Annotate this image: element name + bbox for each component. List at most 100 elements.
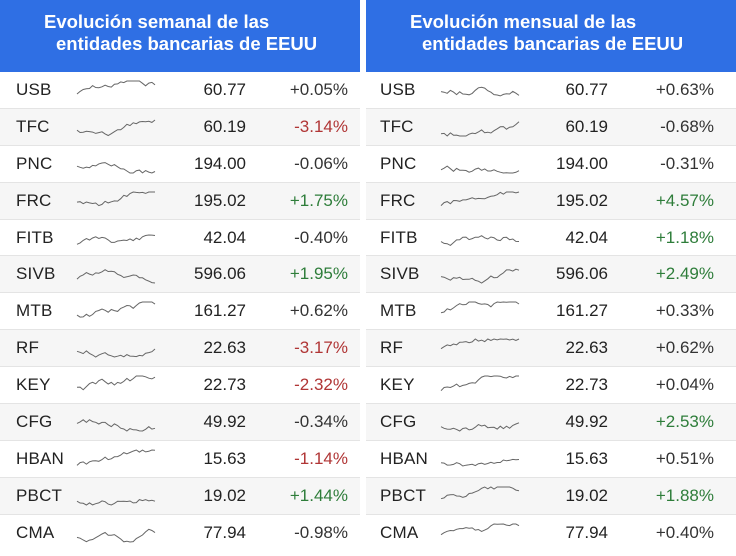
table-row: PBCT 19.02 +1.44% xyxy=(0,477,360,515)
table-row: CFG 49.92 -0.34% xyxy=(0,404,360,441)
weekly-panel: Evolución semanal de las entidades banca… xyxy=(0,0,360,556)
weekly-header: Evolución semanal de las entidades banca… xyxy=(0,0,360,72)
table-row: FRC 195.02 +4.57% xyxy=(366,182,736,220)
price-value: 195.02 xyxy=(194,190,246,210)
sparkline xyxy=(76,269,156,284)
ticker-label: TFC xyxy=(380,116,414,136)
price-value: 15.63 xyxy=(203,448,246,468)
ticker-label: USB xyxy=(380,80,416,99)
change-value: -1.14% xyxy=(294,448,348,468)
change-value: -0.34% xyxy=(294,412,348,432)
change-value: -0.98% xyxy=(294,522,348,542)
sparkline xyxy=(76,498,156,506)
price-value: 60.19 xyxy=(203,116,246,136)
price-value: 60.77 xyxy=(565,80,608,99)
table-row: CMA 77.94 -0.98% xyxy=(0,515,360,552)
ticker-label: KEY xyxy=(16,375,51,395)
table-row: USB 60.77 +0.05% xyxy=(0,72,360,109)
table-row: HBAN 15.63 +0.51% xyxy=(366,441,736,478)
sparkline-path xyxy=(440,301,520,314)
ticker-label: SIVB xyxy=(380,264,420,284)
sparkline-path xyxy=(440,269,520,285)
change-value: +0.05% xyxy=(289,80,348,99)
sparkline xyxy=(440,86,520,97)
price-value: 42.04 xyxy=(565,227,608,247)
sparkline xyxy=(76,191,155,206)
change-value: +0.33% xyxy=(655,301,714,321)
price-value: 19.02 xyxy=(203,485,246,505)
price-value: 596.06 xyxy=(556,264,608,284)
sparkline xyxy=(76,375,156,391)
change-value: -2.32% xyxy=(294,375,348,395)
sparkline-path xyxy=(76,301,156,318)
sparkline xyxy=(440,375,519,392)
ticker-label: FITB xyxy=(16,227,54,247)
change-value: +0.04% xyxy=(655,375,714,395)
ticker-label: PBCT xyxy=(16,485,63,505)
table-row: FITB 42.04 -0.40% xyxy=(0,220,360,257)
sparkline-path xyxy=(76,234,156,245)
ticker-label: HBAN xyxy=(16,448,65,468)
price-value: 22.73 xyxy=(565,375,608,395)
change-value: +1.18% xyxy=(655,227,714,247)
sparkline-path xyxy=(76,498,156,506)
change-value: +0.62% xyxy=(655,338,714,358)
table-row: KEY 22.73 +0.04% xyxy=(366,367,736,405)
sparkline xyxy=(76,419,156,432)
sparkline xyxy=(76,80,156,95)
table-row: TFC 60.19 -3.14% xyxy=(0,108,360,146)
ticker-label: FITB xyxy=(380,227,418,247)
sparkline xyxy=(440,458,520,467)
sparkline-path xyxy=(440,375,519,392)
ticker-label: HBAN xyxy=(380,448,429,468)
price-value: 161.27 xyxy=(556,301,608,321)
ticker-label: PBCT xyxy=(380,485,427,505)
table-row: PBCT 19.02 +1.88% xyxy=(366,477,736,515)
sparkline-path xyxy=(440,191,520,206)
ticker-label: KEY xyxy=(380,375,415,395)
sparkline-path xyxy=(76,348,156,358)
change-value: +1.88% xyxy=(655,485,714,505)
ticker-label: CMA xyxy=(380,522,419,542)
ticker-label: CMA xyxy=(16,522,55,542)
price-value: 60.19 xyxy=(565,116,608,136)
price-value: 596.06 xyxy=(194,264,246,284)
price-value: 49.92 xyxy=(203,412,246,432)
price-value: 49.92 xyxy=(565,412,608,432)
sparkline-path xyxy=(440,523,520,535)
change-value: +2.53% xyxy=(655,412,714,432)
change-value: -0.06% xyxy=(294,153,348,173)
sparkline-path xyxy=(76,528,156,543)
sparkline xyxy=(440,338,520,350)
sparkline xyxy=(440,422,520,432)
ticker-label: CFG xyxy=(380,412,417,432)
table-row: SIVB 596.06 +2.49% xyxy=(366,256,736,294)
ticker-label: USB xyxy=(16,80,52,99)
sparkline xyxy=(76,161,156,174)
sparkline xyxy=(440,121,520,137)
price-value: 77.94 xyxy=(565,522,608,542)
weekly-rows: USB 60.77 +0.05% TFC 60.19 -3.14% PNC 194.00 -0.… xyxy=(0,72,360,552)
ticker-label: PNC xyxy=(380,153,417,173)
ticker-label: FRC xyxy=(380,190,416,210)
table-row: RF 22.63 +0.62% xyxy=(366,330,736,368)
price-value: 19.02 xyxy=(565,485,608,505)
table-row: HBAN 15.63 -1.14% xyxy=(0,441,360,478)
sparkline xyxy=(76,348,156,358)
sparkline-path xyxy=(440,458,520,467)
table-row: CMA 77.94 +0.40% xyxy=(366,515,736,552)
monthly-title-line-1: Evolución mensual de las xyxy=(410,11,637,32)
monthly-title-line-2: entidades bancarias de EEUU xyxy=(422,33,684,54)
sparkline xyxy=(440,165,520,174)
sparkline-path xyxy=(76,80,156,95)
sparkline-path xyxy=(440,338,520,350)
table-row: CFG 49.92 +2.53% xyxy=(366,404,736,441)
sparkline-path xyxy=(76,191,155,206)
price-value: 15.63 xyxy=(565,448,608,468)
table-row: PNC 194.00 -0.06% xyxy=(0,146,360,183)
sparkline-path xyxy=(76,375,156,391)
weekly-title-line-2: entidades bancarias de EEUU xyxy=(56,33,318,54)
price-value: 77.94 xyxy=(203,522,246,542)
change-value: -0.40% xyxy=(294,227,348,247)
table-row: MTB 161.27 +0.33% xyxy=(366,293,736,331)
